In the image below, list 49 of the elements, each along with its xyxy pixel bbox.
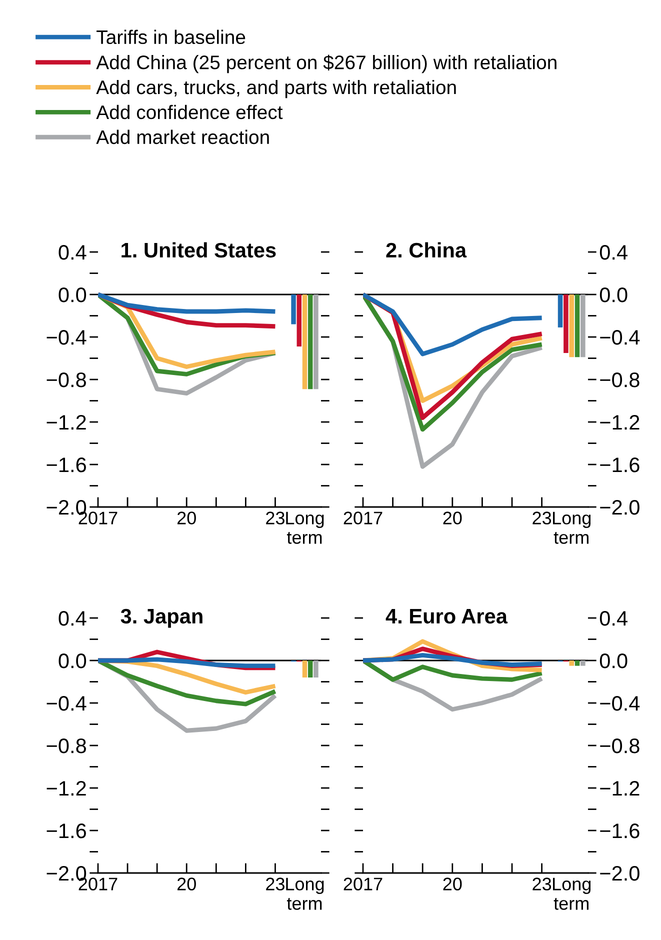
y2-tick-label: −2.0 (600, 866, 640, 881)
x-tick-label: 2017 (344, 878, 382, 890)
y-tick-label: −1.2 (46, 781, 86, 796)
x-tick-label: Long term (553, 878, 591, 910)
y-tick-label: −1.6 (46, 458, 86, 472)
y-tick-label: 0.4 (58, 611, 86, 626)
x-tick-label: 20 (177, 512, 196, 524)
y-tick-label: −1.6 (46, 824, 86, 838)
x-tick-label: 23 (266, 512, 284, 524)
y2-tick-label: 0.4 (600, 245, 628, 260)
y-tick-label: −0.4 (46, 330, 86, 345)
y2-tick-label: −0.8 (600, 372, 640, 388)
y2-tick-label: −0.8 (600, 738, 640, 754)
y-tick-label: −0.8 (46, 738, 86, 754)
y-tick-label: 0.0 (58, 654, 86, 668)
y2-tick-label: −1.2 (600, 781, 640, 796)
x-tick-label: Long term (553, 512, 591, 544)
chart-title: 1. United States (122, 242, 276, 258)
y2-tick-label: −0.4 (600, 330, 640, 345)
legend-label: Add cars, trucks, and parts with retaliation (96, 80, 456, 98)
legend-label: Add confidence effect (96, 104, 283, 120)
y-tick-label: −1.2 (46, 415, 86, 430)
y2-tick-label: −1.6 (600, 458, 640, 472)
legend-label: Add China (25 percent on $267 billion) with retaliation (96, 54, 556, 74)
y-tick-label: −0.8 (46, 372, 86, 388)
x-tick-label: 20 (177, 878, 196, 890)
y2-tick-label: 0.4 (600, 611, 628, 626)
chart-title: 2. China (386, 242, 467, 258)
y-tick-label: 0.4 (58, 245, 86, 260)
y-tick-label: −0.4 (46, 696, 86, 711)
x-tick-label: 23 (532, 878, 552, 890)
y2-tick-label: −1.6 (600, 824, 640, 838)
x-tick-label: 23 (266, 878, 284, 890)
x-tick-label: Long term (286, 878, 324, 910)
x-tick-label: Long term (286, 512, 324, 544)
y2-tick-label: −1.2 (600, 415, 640, 430)
legend-label: Tariffs in baseline (96, 30, 246, 44)
x-tick-label: 2017 (344, 512, 382, 524)
legend-label: Add market reaction (96, 130, 269, 144)
x-tick-label: 23 (532, 512, 552, 524)
chart-title: 4. Euro Area (386, 609, 508, 624)
chart-title: 3. Japan (120, 608, 202, 628)
y-tick-label: 0.0 (58, 288, 86, 302)
y2-tick-label: 0.0 (600, 288, 628, 302)
y2-tick-label: −0.4 (600, 696, 640, 711)
y2-tick-label: −2.0 (600, 500, 640, 515)
x-tick-label: 20 (443, 878, 462, 890)
y2-tick-label: 0.0 (600, 654, 628, 668)
x-tick-label: 20 (443, 512, 462, 524)
